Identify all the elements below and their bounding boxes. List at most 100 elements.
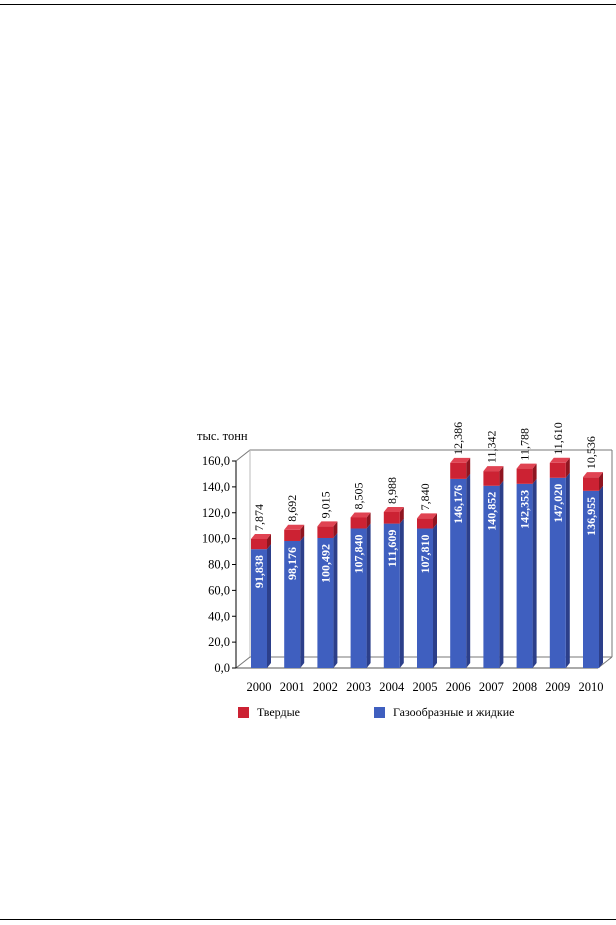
bar-solid-top: [450, 457, 471, 463]
bar-solid-side: [333, 521, 338, 538]
bar-solid-top: [251, 533, 271, 539]
bar-solid-top: [583, 472, 603, 478]
data-label-solid: 7,874: [252, 504, 266, 531]
bar-gas-side: [366, 523, 371, 668]
bar-solid-side: [466, 457, 471, 479]
data-label-gas: 142,353: [518, 490, 532, 529]
bar-solid-top: [284, 524, 305, 530]
data-label-gas: 107,840: [352, 534, 366, 573]
data-label-gas: 140,852: [484, 492, 498, 531]
x-tick-label: 2000: [247, 680, 272, 694]
bar-gas: [549, 477, 566, 668]
bar-gas-side: [599, 485, 603, 668]
bar-solid-top: [417, 513, 437, 519]
bar-gas: [417, 528, 433, 668]
bar-solid: [284, 529, 301, 541]
y-tick-label: 140,0: [202, 480, 230, 494]
x-tick-label: 2003: [346, 680, 371, 694]
x-tick-label: 2007: [479, 680, 504, 694]
bar-gas: [583, 490, 599, 668]
bar-gas-side: [399, 518, 404, 668]
bar-solid: [383, 511, 400, 524]
x-tick-label: 2009: [545, 680, 570, 694]
y-tick-label: 40,0: [208, 609, 230, 623]
y-tick-label: 120,0: [202, 506, 230, 520]
bar-gas-side: [300, 535, 305, 668]
data-label-solid: 11,610: [551, 422, 565, 455]
bar-solid-side: [565, 457, 570, 478]
y-tick-label: 100,0: [202, 532, 230, 546]
bar-solid-side: [433, 513, 437, 529]
x-tick-label: 2001: [280, 680, 305, 694]
legend-swatch-solid: [238, 706, 249, 718]
bar-gas-side: [565, 472, 570, 668]
data-label-gas: 136,955: [584, 497, 598, 536]
bar-solid-side: [599, 472, 603, 491]
bar-gas: [383, 523, 400, 668]
data-label-solid: 8,692: [285, 495, 299, 522]
data-label-solid: 8,988: [385, 477, 399, 504]
legend-swatch-gas-liquid: [374, 706, 385, 718]
bar-solid: [583, 477, 599, 491]
bar-solid-top: [549, 457, 570, 463]
bar-solid-side: [499, 466, 504, 486]
bar-gas-side: [466, 473, 471, 668]
bar-gas: [284, 540, 301, 668]
data-label-solid: 7,840: [418, 483, 432, 510]
data-label-solid: 11,342: [484, 431, 498, 464]
bar-solid: [251, 538, 267, 550]
bar-solid: [483, 471, 500, 486]
data-label-solid: 11,788: [518, 428, 532, 461]
legend-item-gas-liquid: Газообразные и жидкие: [374, 705, 514, 719]
y-tick-label: 0,0: [214, 661, 230, 675]
x-tick-label: 2002: [313, 680, 338, 694]
bar-solid: [350, 517, 367, 529]
bar-gas-side: [333, 532, 338, 668]
data-label-solid: 10,536: [584, 436, 598, 469]
y-tick-label: 80,0: [208, 558, 230, 572]
bar-solid-top: [317, 521, 338, 527]
bar-solid-top: [483, 466, 504, 472]
bar-solid: [417, 518, 433, 529]
data-label-solid: 8,505: [352, 482, 366, 509]
bar-solid-side: [366, 512, 371, 529]
data-label-gas: 111,609: [385, 530, 399, 568]
bar-solid-top: [350, 512, 371, 518]
bottom-rule: [0, 919, 616, 920]
data-label-gas: 98,176: [285, 547, 299, 580]
legend-label-gas-liquid: Газообразные и жидкие: [393, 704, 515, 719]
data-label-gas: 100,492: [318, 544, 332, 583]
bar-gas: [251, 549, 267, 668]
bar-solid-top: [383, 506, 404, 512]
bar-gas-side: [267, 544, 271, 668]
bar-solid: [549, 462, 566, 478]
bar-solid-side: [399, 506, 404, 524]
y-unit-label: тыс. тонн: [197, 429, 248, 443]
bar-gas: [483, 485, 500, 668]
data-label-gas: 107,810: [418, 535, 432, 574]
data-label-gas: 91,838: [252, 555, 266, 588]
legend-item-solid: Твердые: [238, 705, 300, 719]
bar-solid-side: [267, 533, 271, 550]
data-label-solid: 9,015: [318, 491, 332, 518]
x-tick-label: 2004: [379, 680, 405, 694]
data-label-solid: 12,386: [451, 422, 465, 455]
data-label-gas: 147,020: [551, 484, 565, 523]
y-tick-label: 20,0: [208, 635, 230, 649]
bar-gas: [450, 478, 467, 668]
data-label-gas: 146,176: [451, 485, 465, 524]
x-tick-label: 2008: [512, 680, 537, 694]
bar-solid-side: [532, 463, 537, 484]
bar-solid: [516, 468, 533, 484]
x-tick-label: 2010: [579, 680, 604, 694]
bar-solid-top: [516, 463, 537, 469]
bar-gas: [516, 483, 533, 668]
bar-gas-side: [499, 480, 504, 668]
bar-gas-side: [532, 478, 537, 668]
bar-solid-side: [300, 524, 305, 541]
bar-solid: [450, 462, 467, 479]
x-tick-label: 2006: [446, 680, 471, 694]
top-rule: [0, 4, 616, 5]
x-tick-label: 2005: [413, 680, 438, 694]
